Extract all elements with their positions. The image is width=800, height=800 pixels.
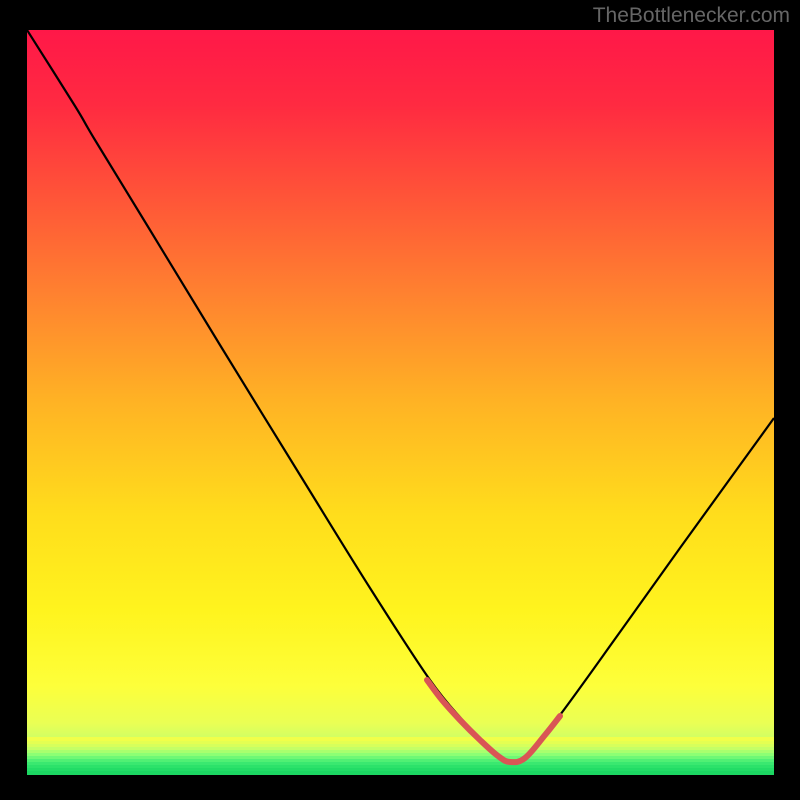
plot-area: [27, 30, 774, 775]
chart-curve-svg: [27, 30, 774, 775]
trough-highlight-segment: [427, 680, 560, 762]
main-curve: [27, 30, 774, 764]
watermark-text: TheBottlenecker.com: [593, 4, 790, 28]
